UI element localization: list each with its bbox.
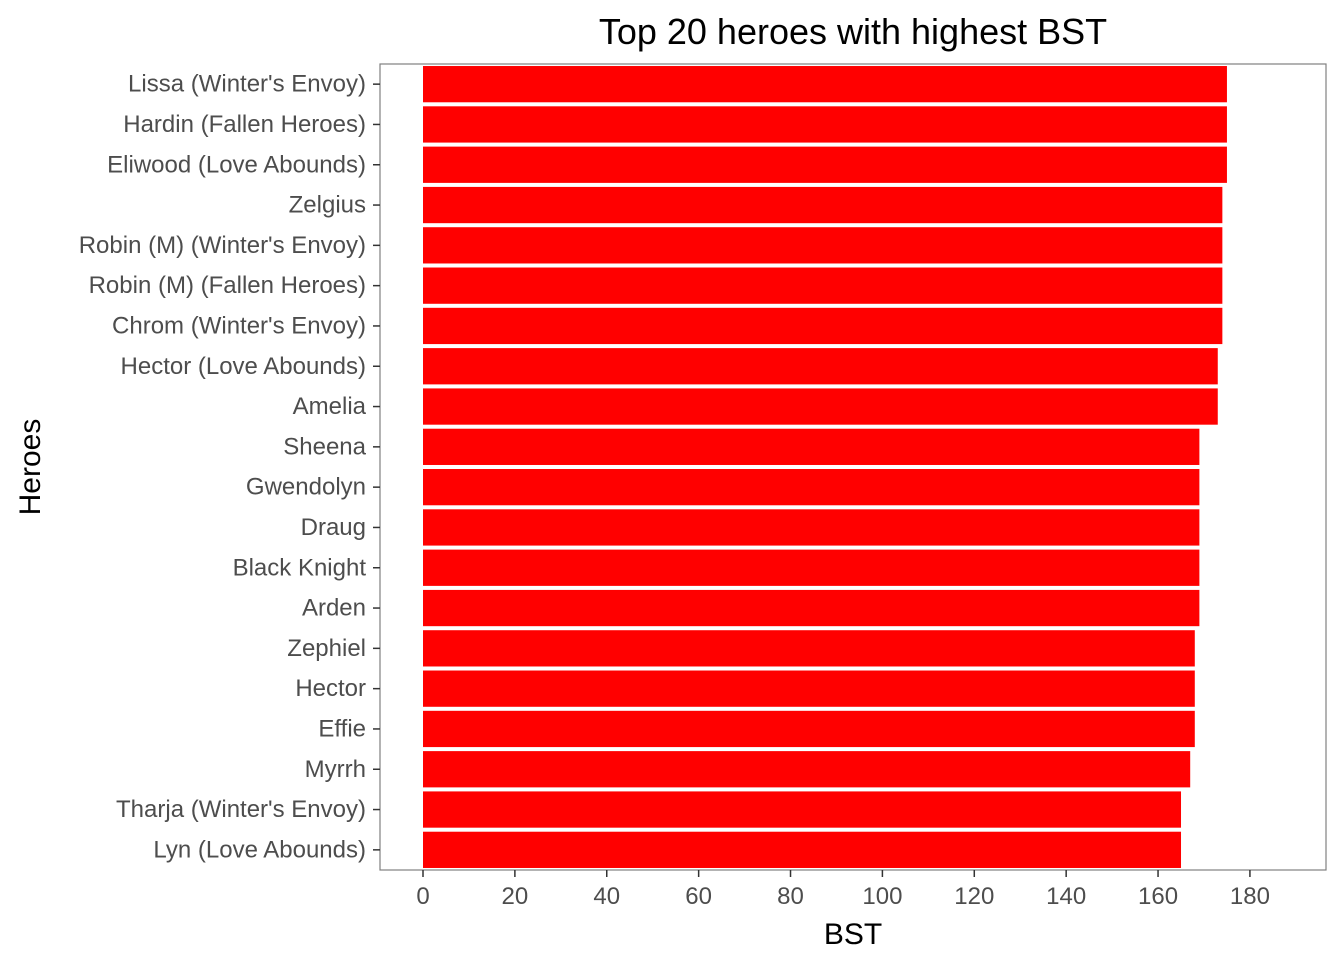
y-tick-label: Lissa (Winter's Envoy) — [128, 71, 366, 98]
y-tick-label: Black Knight — [233, 554, 367, 581]
bar-17 — [423, 751, 1191, 788]
y-tick-label: Robin (M) (Winter's Envoy) — [79, 232, 366, 259]
bar-7 — [423, 348, 1218, 385]
x-tick-label: 0 — [416, 883, 429, 910]
bar-0 — [423, 66, 1227, 103]
bar-11 — [423, 509, 1200, 546]
x-axis-title: BST — [824, 918, 882, 951]
y-tick-label: Chrom (Winter's Envoy) — [112, 312, 366, 339]
x-axis: 0 20 40 60 80 100 120 140 160 180 — [416, 870, 1270, 910]
bar-3 — [423, 186, 1223, 224]
bar-9 — [423, 428, 1200, 465]
x-tick-label: 180 — [1230, 883, 1270, 910]
x-tick-label: 140 — [1046, 883, 1086, 910]
y-tick-label: Hector — [295, 675, 366, 702]
x-tick-label: 160 — [1138, 883, 1178, 910]
y-tick-label: Robin (M) (Fallen Heroes) — [89, 272, 366, 299]
y-tick-label: Arden — [302, 595, 366, 622]
y-tick-label: Eliwood (Love Abounds) — [107, 151, 366, 178]
bar-5 — [423, 267, 1223, 304]
x-tick-label: 40 — [593, 883, 620, 910]
x-tick-label: 20 — [502, 883, 529, 910]
plot-panel — [379, 63, 1327, 871]
bar-10 — [423, 469, 1200, 506]
bar-13 — [423, 589, 1200, 627]
x-tick-label: 100 — [862, 883, 902, 910]
y-tick-label: Zephiel — [287, 635, 366, 662]
y-tick-label: Amelia — [293, 393, 367, 420]
bar-6 — [423, 307, 1223, 345]
bar-14 — [423, 630, 1195, 667]
bar-15 — [423, 670, 1195, 707]
y-tick-label: Sheena — [283, 433, 366, 460]
chart-title: Top 20 heroes with highest BST — [599, 11, 1107, 52]
bar-2 — [423, 146, 1227, 183]
y-tick-label: Draug — [301, 514, 366, 541]
x-tick-label: 80 — [777, 883, 804, 910]
y-tick-label: Lyn (Love Abounds) — [153, 836, 366, 863]
x-tick-label: 120 — [954, 883, 994, 910]
y-tick-label: Tharja (Winter's Envoy) — [116, 796, 366, 823]
y-tick-label: Zelgius — [289, 192, 366, 219]
x-tick-label: 60 — [685, 883, 712, 910]
y-axis-title: Heroes — [14, 419, 47, 516]
bar-16 — [423, 710, 1195, 748]
y-tick-label: Effie — [318, 715, 366, 742]
bars-group — [423, 66, 1227, 868]
bar-12 — [423, 549, 1200, 586]
y-tick-label: Hardin (Fallen Heroes) — [123, 111, 366, 138]
y-axis: Lissa (Winter's Envoy) Hardin (Fallen Her… — [79, 71, 380, 863]
bar-19 — [423, 831, 1182, 868]
bar-18 — [423, 791, 1182, 828]
bar-4 — [423, 227, 1223, 264]
bar-8 — [423, 388, 1218, 425]
y-tick-label: Gwendolyn — [246, 474, 366, 501]
y-tick-label: Myrrh — [305, 756, 366, 783]
bar-1 — [423, 106, 1227, 143]
y-tick-label: Hector (Love Abounds) — [121, 353, 366, 380]
